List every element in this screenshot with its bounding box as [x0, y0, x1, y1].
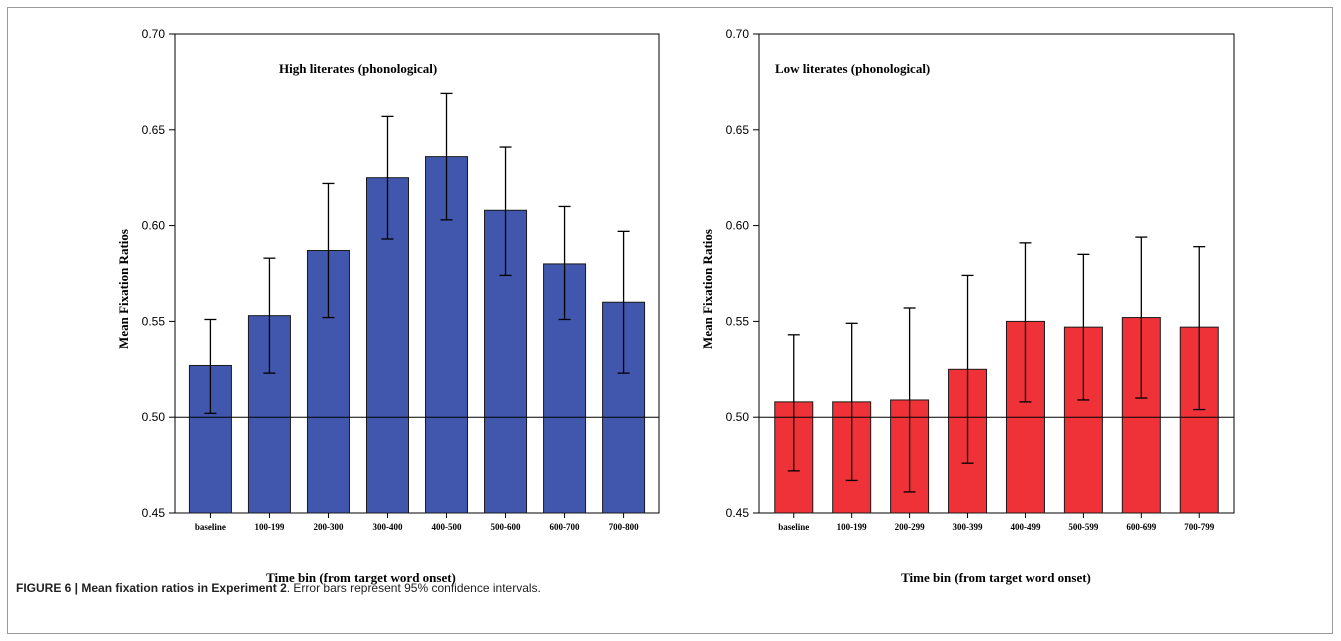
chart-title: High literates (phonological) [279, 61, 437, 76]
x-tick-label: 400-499 [1010, 522, 1040, 532]
x-tick-label: 600-700 [550, 522, 580, 532]
x-tick-label: 100-199 [837, 522, 867, 532]
y-tick-label: 0.55 [726, 314, 750, 328]
y-tick-label: 0.45 [142, 506, 166, 520]
x-tick-label: 300-400 [372, 522, 402, 532]
y-axis-label: Mean Fixation Ratios [700, 229, 715, 349]
y-tick-label: 0.65 [726, 123, 750, 137]
figure-caption: FIGURE 6 | Mean fixation ratios in Exper… [16, 581, 541, 595]
plot-area [758, 33, 1235, 514]
x-tick-label: baseline [778, 522, 809, 532]
y-tick-label: 0.65 [142, 123, 166, 137]
x-tick-label: 100-199 [254, 522, 284, 532]
x-axis-label: Time bin (from target word onset) [266, 570, 456, 585]
x-tick-label: baseline [195, 522, 226, 532]
y-tick-label: 0.60 [726, 219, 750, 233]
chart-title: Low literates (phonological) [775, 61, 930, 76]
x-axis-label: Time bin (from target word onset) [901, 570, 1091, 585]
y-tick-label: 0.45 [726, 506, 750, 520]
figure-frame [7, 7, 1333, 634]
y-tick-label: 0.55 [142, 314, 166, 328]
x-tick-label: 500-599 [1068, 522, 1098, 532]
panel-low-literates: Low literates (phonological) Time bin (f… [700, 27, 1235, 585]
panel-high-literates: High literates (phonological) Time bin (… [116, 27, 660, 585]
caption-label: FIGURE 6 | Mean fixation ratios in Exper… [16, 581, 287, 595]
caption-text: . Error bars represent 95% confidence in… [286, 581, 541, 595]
y-tick-label: 0.50 [726, 410, 750, 424]
x-tick-label: 200-300 [313, 522, 343, 532]
plot-area [174, 33, 660, 514]
y-tick-label: 0.50 [142, 410, 166, 424]
x-tick-label: 500-600 [491, 522, 521, 532]
y-axis-label: Mean Fixation Ratios [116, 229, 131, 349]
y-tick-label: 0.70 [726, 27, 750, 41]
x-tick-label: 700-799 [1184, 522, 1214, 532]
x-tick-label: 600-699 [1126, 522, 1156, 532]
x-tick-label: 300-399 [953, 522, 983, 532]
y-tick-label: 0.60 [142, 219, 166, 233]
y-tick-label: 0.70 [142, 27, 166, 41]
x-tick-label: 400-500 [432, 522, 462, 532]
x-tick-label: 700-800 [609, 522, 639, 532]
x-tick-label: 200-299 [895, 522, 925, 532]
